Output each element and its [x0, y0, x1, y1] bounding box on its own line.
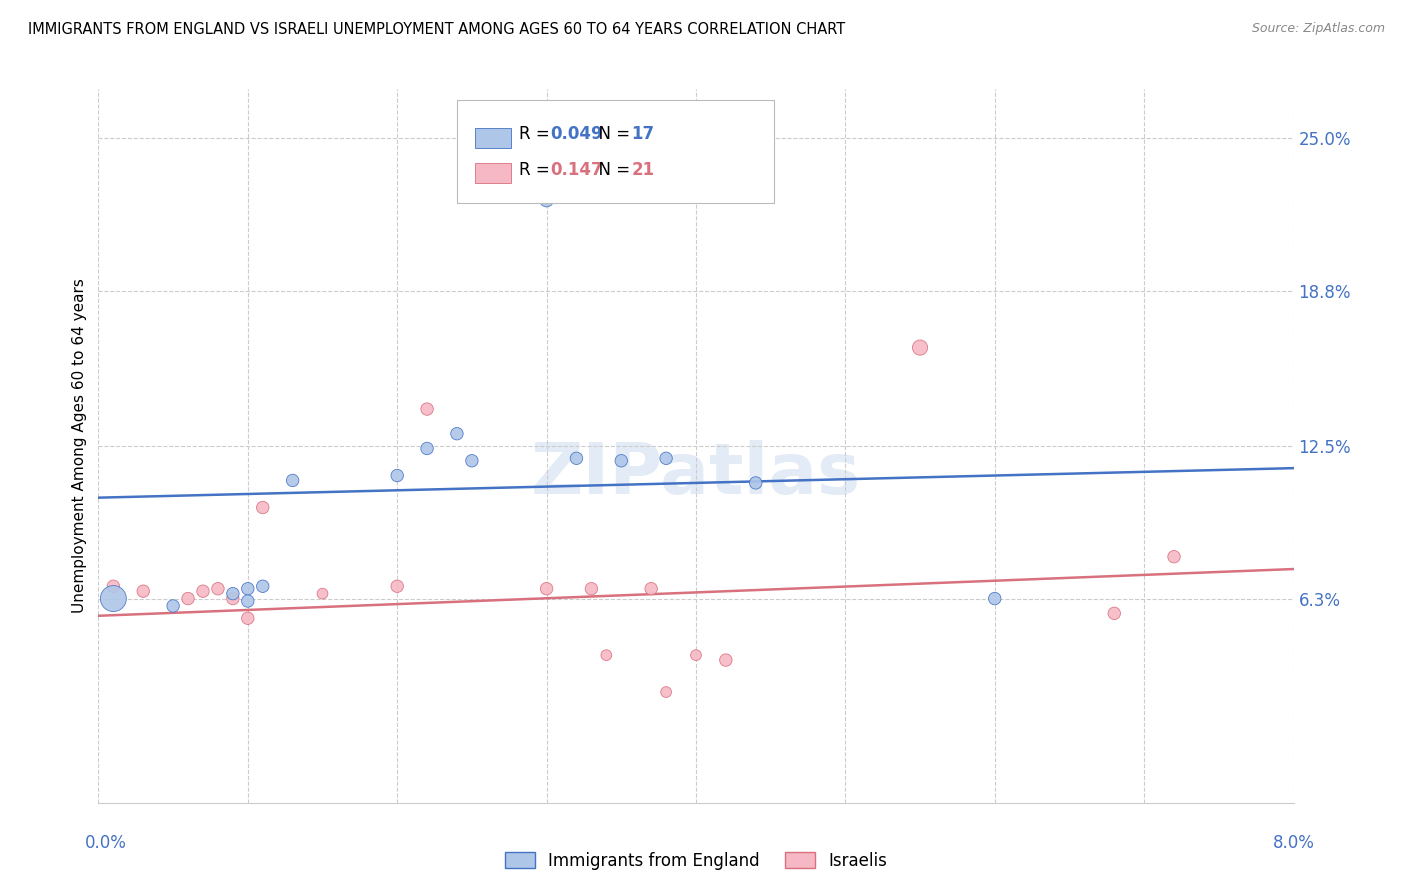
Point [103, 591, 125, 606]
Point [655, 685, 678, 699]
Point [581, 582, 603, 596]
Point [655, 451, 678, 466]
Point [191, 584, 214, 599]
Point [252, 500, 274, 515]
Point [222, 587, 245, 601]
Text: 17: 17 [631, 125, 655, 143]
Point [416, 442, 439, 456]
Point [983, 591, 1005, 606]
Point [385, 579, 409, 593]
Point [207, 582, 229, 596]
Point [236, 594, 259, 608]
Text: 0.0%: 0.0% [84, 834, 127, 852]
Point [565, 451, 588, 466]
Point [745, 475, 768, 490]
Point [236, 611, 259, 625]
Bar [475, 128, 510, 148]
Bar [475, 163, 510, 184]
Y-axis label: Unemployment Among Ages 60 to 64 years: Unemployment Among Ages 60 to 64 years [72, 278, 87, 614]
Text: Source: ZipAtlas.com: Source: ZipAtlas.com [1251, 22, 1385, 36]
Point [385, 468, 409, 483]
Point [461, 454, 484, 468]
Point [281, 474, 304, 488]
Point [177, 591, 200, 606]
Text: IMMIGRANTS FROM ENGLAND VS ISRAELI UNEMPLOYMENT AMONG AGES 60 TO 64 YEARS CORREL: IMMIGRANTS FROM ENGLAND VS ISRAELI UNEMP… [28, 22, 845, 37]
Point [132, 584, 155, 599]
Text: N =: N = [588, 125, 636, 143]
Text: 0.049: 0.049 [550, 125, 603, 143]
Point [1163, 549, 1185, 564]
Point [311, 587, 333, 601]
Point [252, 579, 274, 593]
Point [536, 193, 558, 207]
Point [640, 582, 662, 596]
Point [595, 648, 617, 662]
Point [908, 341, 931, 355]
Point [610, 454, 633, 468]
Point [1102, 607, 1125, 621]
Point [103, 579, 125, 593]
Text: ZIPatlas: ZIPatlas [531, 440, 860, 509]
Point [416, 402, 439, 417]
Text: N =: N = [588, 161, 636, 178]
Text: R =: R = [519, 125, 555, 143]
Text: 0.147: 0.147 [550, 161, 603, 178]
Text: 21: 21 [631, 161, 655, 178]
Text: 8.0%: 8.0% [1272, 834, 1315, 852]
Point [685, 648, 707, 662]
Point [714, 653, 737, 667]
FancyBboxPatch shape [457, 100, 773, 203]
Point [446, 426, 468, 441]
Point [236, 582, 259, 596]
Point [162, 599, 184, 613]
Point [536, 582, 558, 596]
Point [222, 591, 245, 606]
Text: R =: R = [519, 161, 555, 178]
Legend: Immigrants from England, Israelis: Immigrants from England, Israelis [498, 846, 894, 877]
